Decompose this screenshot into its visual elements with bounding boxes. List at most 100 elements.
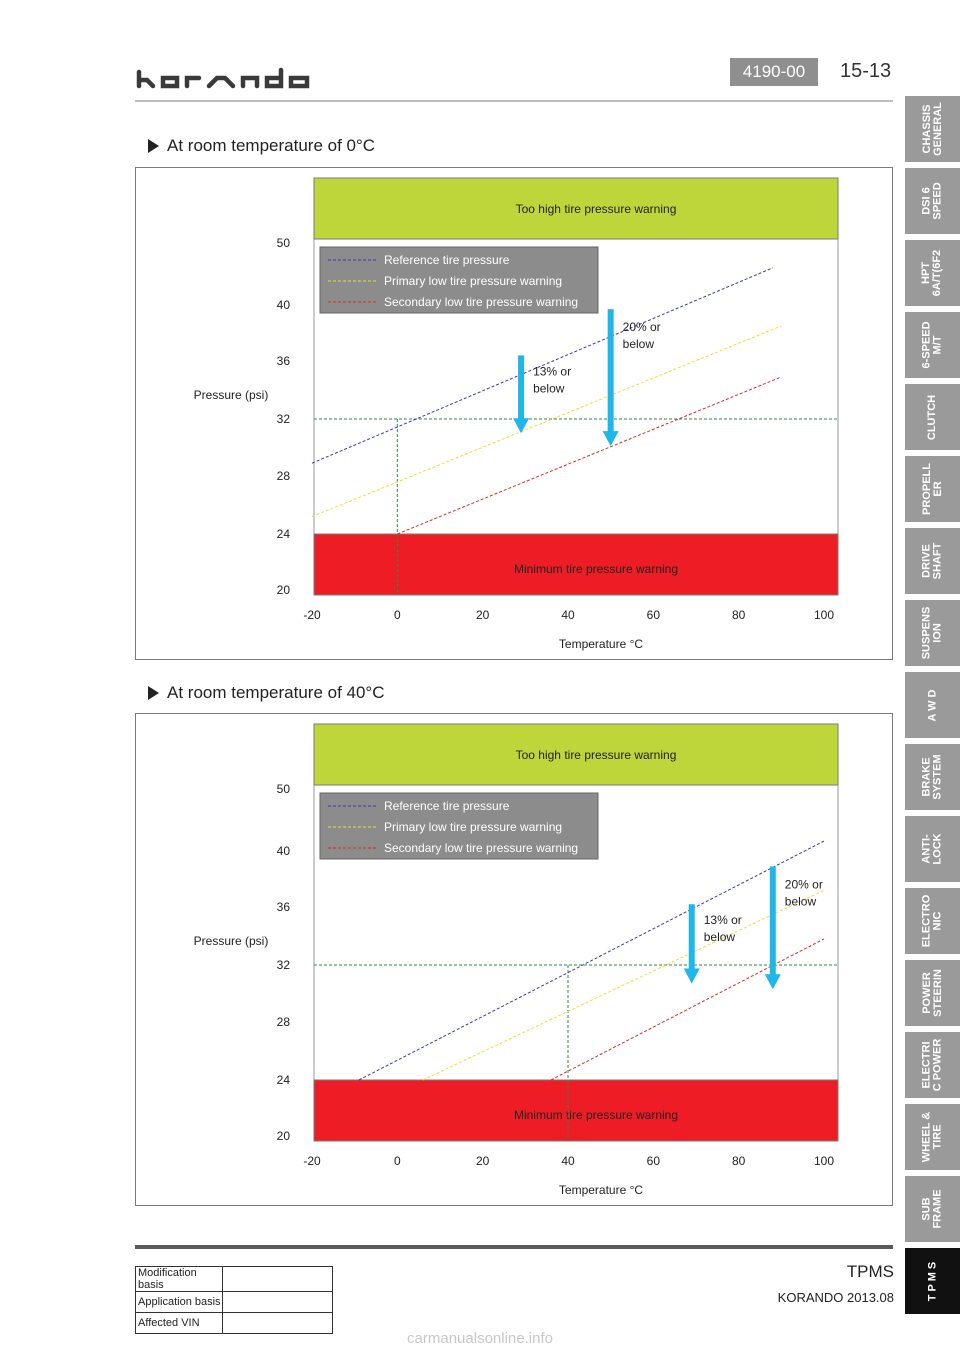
table-row: Modification basis (135, 1266, 333, 1292)
y-tick-label: 36 (277, 900, 291, 914)
chapter-tab-label: SUB FRAME (920, 1189, 944, 1229)
chapter-tab-label: T P M S (926, 1261, 938, 1301)
chapter-tab[interactable]: WHEEL & TIRE (905, 1104, 960, 1170)
affected-vin-value (222, 1312, 333, 1334)
bullet-triangle-icon (148, 686, 159, 700)
drop-annotation-line2: below (623, 337, 655, 351)
chapter-tab-label: ANTI- LOCK (920, 833, 944, 865)
section-heading-0c: At room temperature of 0°C (148, 136, 375, 156)
high-pressure-band-label: Too high tire pressure warning (516, 748, 677, 762)
chapter-tab[interactable]: PROPELL ER (905, 456, 960, 522)
drop-arrow-head (602, 431, 619, 447)
chapter-tab[interactable]: DRIVE SHAFT (905, 528, 960, 594)
legend-label: Secondary low tire pressure warning (384, 841, 578, 855)
series-line-primary (311, 325, 782, 518)
drop-annotation-line1: 20% or (623, 320, 661, 334)
application-basis-value (222, 1291, 333, 1313)
chapter-tab[interactable]: CLUTCH (905, 384, 960, 450)
drop-annotation-line2: below (785, 894, 817, 908)
chapter-tab[interactable]: HPT 6A/T(6F2 (905, 240, 960, 306)
modification-basis-label: Modification basis (135, 1266, 223, 1292)
x-tick-label: 60 (647, 608, 661, 622)
chapter-tab[interactable]: T P M S (905, 1248, 960, 1314)
chapter-tab[interactable]: 6-SPEED M/T (905, 312, 960, 378)
y-tick-label: 28 (277, 469, 291, 483)
section-code-badge: 4190-00 (730, 58, 818, 86)
chapter-tab[interactable]: ELECTRI C POWER (905, 1032, 960, 1098)
section-heading-text: At room temperature of 0°C (167, 136, 376, 155)
chapter-tab-label: SUSPENS ION (920, 606, 944, 660)
plot-area (313, 177, 839, 596)
y-tick-label: 50 (277, 236, 291, 250)
x-tick-label: 40 (561, 608, 575, 622)
chart-frame-40c: Too high tire pressure warning Minimum ti… (135, 713, 893, 1206)
y-tick-label: 20 (277, 1129, 291, 1143)
y-tick-label: 20 (277, 583, 291, 597)
chart-40c: Too high tire pressure warning Minimum ti… (194, 723, 839, 1197)
chapter-tab-label: CHASSIS GENERAL (920, 102, 944, 156)
legend-box (319, 246, 599, 314)
legend-box (319, 792, 599, 860)
section-heading-40c: At room temperature of 40°C (148, 683, 385, 703)
chart-0c: Too high tire pressure warning Minimum ti… (194, 177, 839, 651)
minimum-pressure-band-label: Minimum tire pressure warning (514, 1108, 678, 1122)
application-basis-label: Application basis (135, 1291, 223, 1313)
chapter-tab-label: DRIVE SHAFT (920, 542, 944, 580)
chapter-tab[interactable]: A W D (905, 672, 960, 738)
chapter-tab-label: CLUTCH (926, 394, 938, 440)
x-tick-label: -20 (303, 608, 321, 622)
y-axis-label: Pressure (psi) (194, 388, 269, 402)
y-tick-label: 24 (277, 1073, 291, 1087)
minimum-pressure-band (313, 1079, 839, 1142)
chapter-tab[interactable]: SUSPENS ION (905, 600, 960, 666)
chapter-tab-label: PROPELL ER (920, 463, 944, 515)
table-row: Application basis (135, 1291, 333, 1313)
x-tick-label: 0 (394, 608, 401, 622)
chapter-tab-label: 6-SPEED M/T (920, 321, 944, 369)
high-pressure-band (313, 177, 839, 240)
chapter-tab-label: WHEEL & TIRE (920, 1111, 944, 1163)
y-tick-label: 32 (277, 412, 291, 426)
watermark: carmanualsonline.info (407, 1330, 553, 1347)
high-pressure-band (313, 723, 839, 786)
high-pressure-band-label: Too high tire pressure warning (516, 202, 677, 216)
drop-arrow-shaft (518, 355, 525, 420)
chapter-tab[interactable]: ELECTRO NIC (905, 888, 960, 954)
chart-frame-0c: Too high tire pressure warning Minimum ti… (135, 167, 893, 660)
chapter-tab-label: ELECTRI C POWER (920, 1038, 944, 1092)
table-row: Affected VIN (135, 1312, 333, 1334)
revision-info-table: Modification basis Application basis Aff… (135, 1266, 333, 1334)
y-tick-label: 40 (277, 844, 291, 858)
drop-arrow-group: 20% or below (764, 866, 823, 990)
series-line-primary (422, 889, 825, 1081)
drop-arrow-group: 20% or below (602, 309, 661, 447)
y-axis-label: Pressure (psi) (194, 934, 269, 948)
chapter-tab[interactable]: POWER STEERIN (905, 960, 960, 1026)
korando-logo (136, 67, 310, 89)
drop-arrow-head (764, 974, 781, 990)
chapter-tab[interactable]: SUB FRAME (905, 1176, 960, 1242)
x-tick-label: -20 (303, 1154, 321, 1168)
minimum-pressure-band (313, 533, 839, 596)
y-tick-label: 28 (277, 1015, 291, 1029)
footer-title: TPMS (846, 1262, 894, 1281)
y-tick-label: 32 (277, 958, 291, 972)
chapter-tab-label: ELECTRO NIC (920, 894, 944, 948)
page-number: 15-13 (840, 60, 892, 82)
chapter-tab[interactable]: BRAKE SYSTEM (905, 744, 960, 810)
y-tick-label: 36 (277, 354, 291, 368)
x-tick-label: 100 (814, 1154, 834, 1168)
y-tick-label: 50 (277, 782, 291, 796)
x-tick-label: 0 (394, 1154, 401, 1168)
chapter-tab-label: DSI 6 SPEED (920, 182, 944, 220)
legend-label: Reference tire pressure (384, 799, 510, 813)
chapter-tab[interactable]: ANTI- LOCK (905, 816, 960, 882)
drop-arrow-group: 13% or below (513, 355, 571, 434)
x-tick-label: 40 (561, 1154, 575, 1168)
chapter-tab[interactable]: DSI 6 SPEED (905, 168, 960, 234)
chapter-tab-label: POWER STEERIN (920, 969, 944, 1017)
chapter-tab[interactable]: CHASSIS GENERAL (905, 96, 960, 162)
chapter-tab-label: BRAKE SYSTEM (920, 754, 944, 800)
legend: Reference tire pressure Primary low tire … (319, 246, 599, 314)
x-tick-label: 60 (647, 1154, 661, 1168)
